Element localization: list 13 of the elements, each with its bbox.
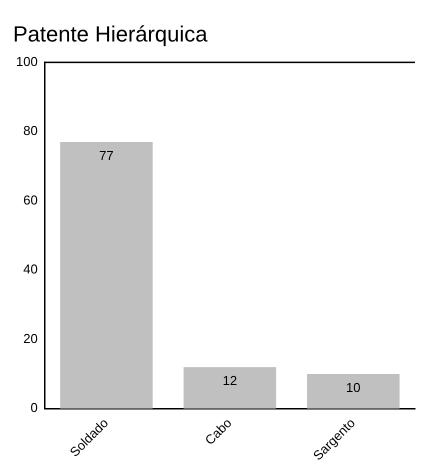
bar (60, 142, 153, 409)
bar (184, 367, 276, 409)
y-tick-label: 60 (23, 192, 38, 208)
y-tick-label: 100 (16, 54, 38, 69)
y-tick-label: 20 (23, 330, 38, 346)
data-label: 77 (99, 148, 114, 164)
data-label: 12 (222, 373, 238, 388)
y-tick-label: 0 (30, 400, 38, 416)
bar (306, 374, 400, 409)
data-label: 10 (346, 380, 361, 396)
y-tick-label: 80 (23, 123, 38, 138)
chart-title: Patente Hierárquica (13, 21, 208, 46)
y-tick-label: 40 (23, 262, 38, 277)
